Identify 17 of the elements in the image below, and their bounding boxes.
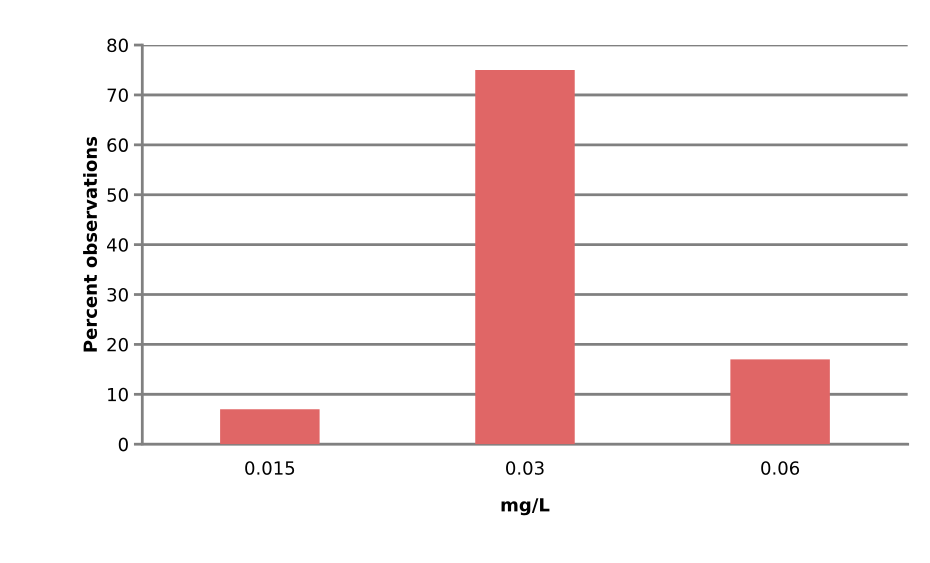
y-tick-label: 40 [107,238,128,252]
y-tick-label: 60 [107,138,128,152]
x-tick-label: 0.03 [506,461,544,475]
bar [220,409,320,444]
y-axis-title: Percent observations [83,136,98,352]
x-tick-label: 0.015 [245,461,294,475]
y-tick-label: 30 [107,288,128,302]
x-tick-label: 0.06 [761,461,800,475]
x-axis-title: mg/L [502,498,550,516]
y-tick-label: 0 [118,438,128,452]
bar [475,70,575,444]
y-tick-label: 50 [108,188,128,202]
y-tick-label: 20 [107,338,128,352]
y-tick-label: 10 [108,388,128,402]
bar [730,359,830,444]
y-tick-label: 80 [107,38,128,52]
y-tick-label: 70 [108,88,128,102]
